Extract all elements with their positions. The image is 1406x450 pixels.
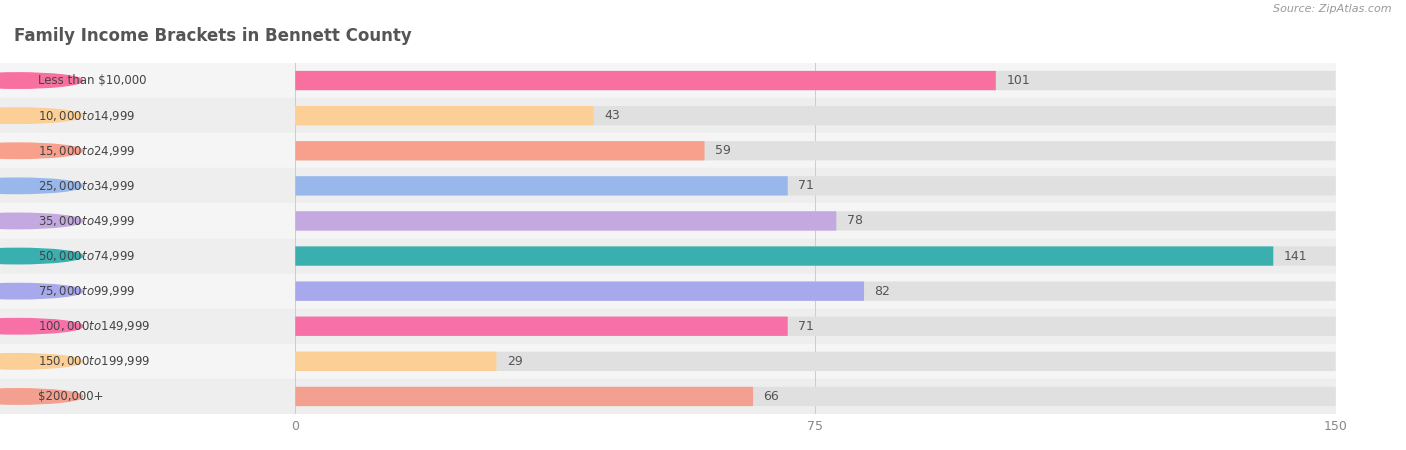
- Bar: [0, 98, 295, 133]
- Bar: [0, 274, 295, 309]
- Bar: [295, 238, 1336, 274]
- Bar: [295, 98, 1336, 133]
- FancyBboxPatch shape: [295, 387, 754, 406]
- Bar: [0, 133, 295, 168]
- FancyBboxPatch shape: [295, 71, 1336, 90]
- Text: Source: ZipAtlas.com: Source: ZipAtlas.com: [1274, 4, 1392, 14]
- Bar: [295, 133, 1336, 168]
- Text: $200,000+: $200,000+: [38, 390, 104, 403]
- Text: 43: 43: [605, 109, 620, 122]
- FancyBboxPatch shape: [295, 212, 1336, 230]
- Bar: [0, 63, 295, 98]
- Bar: [295, 168, 1336, 203]
- FancyBboxPatch shape: [295, 352, 1336, 371]
- Text: $150,000 to $199,999: $150,000 to $199,999: [38, 354, 150, 369]
- Text: $15,000 to $24,999: $15,000 to $24,999: [38, 144, 136, 158]
- Circle shape: [0, 248, 83, 264]
- Bar: [0, 344, 295, 379]
- FancyBboxPatch shape: [295, 282, 1336, 301]
- Bar: [295, 63, 1336, 98]
- Text: 59: 59: [714, 144, 731, 157]
- FancyBboxPatch shape: [295, 106, 593, 125]
- Bar: [0, 203, 295, 238]
- Bar: [0, 379, 295, 414]
- Bar: [295, 274, 1336, 309]
- Bar: [295, 344, 1336, 379]
- Bar: [295, 309, 1336, 344]
- Bar: [295, 379, 1336, 414]
- Circle shape: [0, 354, 83, 369]
- FancyBboxPatch shape: [295, 212, 837, 230]
- Text: $35,000 to $49,999: $35,000 to $49,999: [38, 214, 136, 228]
- Text: $75,000 to $99,999: $75,000 to $99,999: [38, 284, 136, 298]
- FancyBboxPatch shape: [295, 247, 1274, 266]
- Text: $10,000 to $14,999: $10,000 to $14,999: [38, 108, 136, 123]
- Text: 71: 71: [799, 320, 814, 333]
- Bar: [0, 238, 295, 274]
- Circle shape: [0, 143, 83, 158]
- Circle shape: [0, 213, 83, 229]
- FancyBboxPatch shape: [295, 176, 787, 195]
- Text: 78: 78: [846, 215, 863, 227]
- Bar: [295, 203, 1336, 238]
- Text: 82: 82: [875, 285, 890, 297]
- Circle shape: [0, 73, 83, 88]
- Bar: [0, 309, 295, 344]
- FancyBboxPatch shape: [295, 176, 1336, 195]
- FancyBboxPatch shape: [295, 317, 1336, 336]
- Text: $100,000 to $149,999: $100,000 to $149,999: [38, 319, 150, 333]
- Bar: [0, 168, 295, 203]
- Text: 101: 101: [1007, 74, 1031, 87]
- Text: $50,000 to $74,999: $50,000 to $74,999: [38, 249, 136, 263]
- Text: 71: 71: [799, 180, 814, 192]
- FancyBboxPatch shape: [295, 106, 1336, 125]
- Circle shape: [0, 319, 83, 334]
- Circle shape: [0, 389, 83, 404]
- Text: $25,000 to $34,999: $25,000 to $34,999: [38, 179, 136, 193]
- Circle shape: [0, 178, 83, 194]
- FancyBboxPatch shape: [295, 141, 704, 160]
- FancyBboxPatch shape: [295, 317, 787, 336]
- Text: Less than $10,000: Less than $10,000: [38, 74, 146, 87]
- FancyBboxPatch shape: [295, 141, 1336, 160]
- Circle shape: [0, 108, 83, 123]
- FancyBboxPatch shape: [295, 352, 496, 371]
- FancyBboxPatch shape: [295, 247, 1336, 266]
- FancyBboxPatch shape: [295, 282, 865, 301]
- FancyBboxPatch shape: [295, 71, 995, 90]
- Circle shape: [0, 284, 83, 299]
- Text: 29: 29: [506, 355, 523, 368]
- Text: 66: 66: [763, 390, 779, 403]
- FancyBboxPatch shape: [295, 387, 1336, 406]
- Text: 141: 141: [1284, 250, 1308, 262]
- Text: Family Income Brackets in Bennett County: Family Income Brackets in Bennett County: [14, 27, 412, 45]
